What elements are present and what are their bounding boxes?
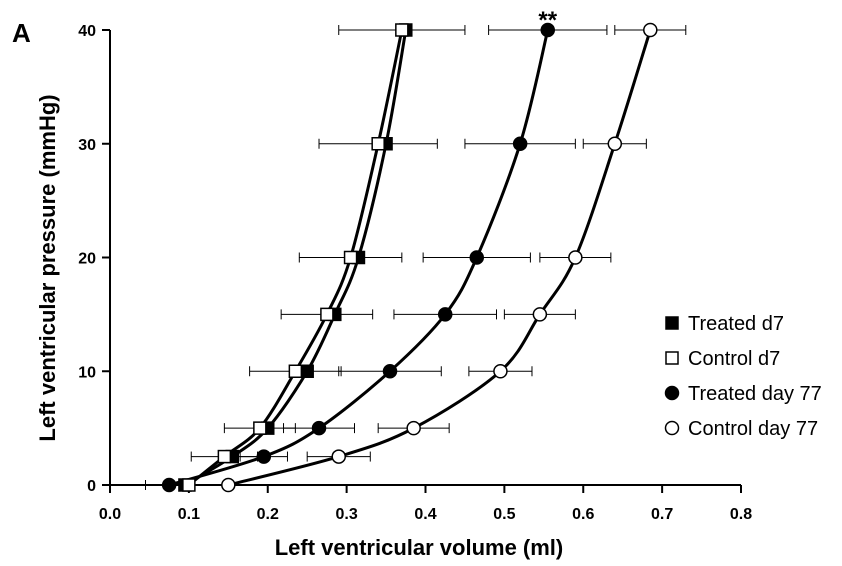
x-tick-label: 0.5 bbox=[493, 506, 515, 523]
x-tick-label: 0.0 bbox=[99, 506, 121, 523]
y-tick-label: 30 bbox=[78, 137, 96, 154]
data-point bbox=[568, 250, 583, 265]
data-point bbox=[256, 449, 272, 464]
legend: Treated d7 Control d7 Treated day 77 Contro… bbox=[664, 313, 822, 440]
x-axis-title: Left ventricular volume (ml) bbox=[275, 535, 564, 560]
y-tick-label: 10 bbox=[78, 364, 96, 381]
y-tick-label: 40 bbox=[78, 23, 96, 40]
data-point bbox=[253, 421, 267, 435]
data-point bbox=[665, 316, 679, 330]
data-point bbox=[371, 137, 385, 151]
data-point bbox=[664, 420, 680, 436]
axes: 0.0 0.1 0.2 0.3 0.4 0.5 0.6 0.7 0.8 0 10 20 30 40 bbox=[78, 23, 752, 523]
data-point bbox=[182, 478, 196, 492]
data-point bbox=[532, 307, 548, 322]
series-markers bbox=[161, 22, 658, 493]
data-point bbox=[512, 136, 528, 151]
significance-annotation: ** bbox=[538, 7, 557, 34]
data-point bbox=[343, 250, 358, 265]
y-axis-title: Left ventricular pressure (mmHg) bbox=[35, 94, 60, 441]
x-tick-label: 0.7 bbox=[651, 506, 673, 523]
legend-label: Control d7 bbox=[688, 348, 780, 370]
x-tick-label: 0.6 bbox=[572, 506, 594, 523]
panel-label: A bbox=[12, 18, 31, 48]
data-point bbox=[469, 250, 485, 265]
y-tick-label: 0 bbox=[87, 478, 96, 495]
data-point bbox=[221, 477, 236, 493]
x-tick-label: 0.8 bbox=[730, 506, 752, 523]
x-tick-label: 0.1 bbox=[178, 506, 200, 523]
legend-label: Control day 77 bbox=[688, 418, 818, 440]
data-point bbox=[161, 477, 177, 493]
data-point bbox=[540, 22, 556, 38]
data-point bbox=[664, 385, 680, 401]
x-tick-label: 0.4 bbox=[414, 506, 436, 523]
data-point bbox=[300, 364, 314, 378]
data-point bbox=[311, 420, 327, 436]
y-tick-label: 20 bbox=[78, 251, 96, 268]
data-point bbox=[493, 364, 508, 379]
data-point bbox=[320, 307, 334, 322]
data-point bbox=[665, 351, 679, 365]
legend-label: Treated d7 bbox=[688, 313, 784, 335]
data-point bbox=[382, 364, 398, 379]
data-point bbox=[395, 23, 409, 37]
data-point bbox=[217, 449, 232, 464]
error-bars bbox=[144, 25, 687, 490]
data-point bbox=[437, 307, 453, 322]
x-tick-label: 0.2 bbox=[257, 506, 279, 523]
data-point bbox=[406, 420, 421, 436]
x-tick-label: 0.3 bbox=[336, 506, 358, 523]
data-point bbox=[607, 136, 623, 151]
data-point bbox=[643, 22, 658, 38]
legend-label: Treated day 77 bbox=[688, 383, 822, 405]
data-point bbox=[331, 449, 346, 464]
data-point bbox=[288, 364, 303, 378]
